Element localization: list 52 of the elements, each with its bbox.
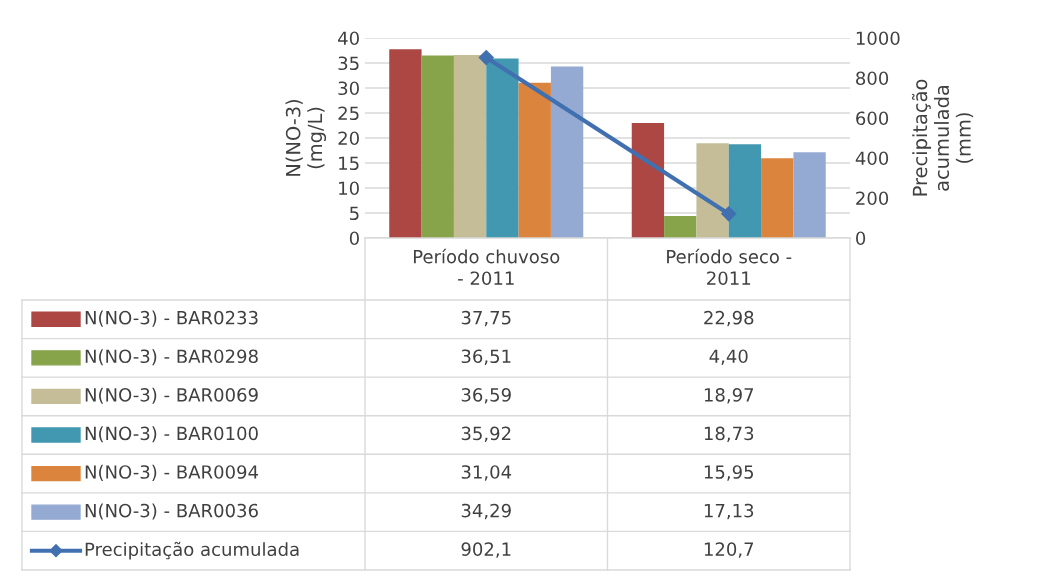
legend-label: N(NO-3) - BAR0094 [85,464,259,481]
y2-axis-title: Precipitação acumulada (mm) [911,79,974,196]
y-tick-label: 30 [338,81,359,96]
y2-tick-label: 200 [856,191,889,206]
y2-tick-label: 0 [856,231,866,246]
data-label: 18,73 [704,426,754,443]
data-label: 36,59 [461,388,511,404]
legend-label: N(NO-3) - BAR0100 [85,426,258,443]
y-tick-label: 20 [338,131,359,146]
data-label: 902,1 [461,542,511,558]
data-label: 4,40 [709,349,748,365]
y-tick-label: 15 [339,156,359,171]
bar [518,82,551,238]
data-label: 37,75 [461,310,511,327]
y2-tick-label: 600 [856,111,889,126]
bar [728,144,762,238]
legend-label: N(NO-3) - BAR0036 [85,503,258,520]
data-label: 18,97 [704,388,754,404]
bar [793,152,826,238]
x-tick-label: Período seco - 2011 [667,248,792,286]
y-tick-label: 5 [350,206,359,221]
y-axis-title: N(NO-3) (mg/L) [285,99,327,176]
data-label: 35,92 [461,426,511,443]
bar [389,49,422,238]
legend-label: N(NO-3) - BAR0069 [85,387,258,404]
data-label: 34,29 [461,503,511,520]
legend-label: N(NO-3) - BAR0233 [85,310,258,327]
bar [631,123,665,238]
bar [696,143,729,238]
legend-label: Precipitação acumulada [85,541,299,560]
data-label: 36,51 [461,349,511,365]
y2-tick-label: 400 [855,151,889,166]
x-tick-label: Período chuvoso - 2011 [413,248,560,286]
y-tick-label: 0 [349,231,359,246]
data-label: 15,95 [704,465,754,481]
bar [550,66,584,238]
bar [486,58,519,238]
bar [664,216,697,238]
y2-tick-label: 800 [856,71,889,86]
bar [761,158,794,238]
y2-tick-label: 1000 [856,31,900,46]
y-tick-label: 40 [338,31,359,46]
legend-label: N(NO-3) - BAR0298 [85,349,258,366]
y-tick-label: 35 [338,56,359,71]
bar [453,55,487,238]
data-label: 17,13 [704,503,754,520]
y-tick-label: 25 [338,106,359,121]
y-tick-label: 10 [339,181,359,196]
data-label: 22,98 [704,310,754,327]
bar [421,55,454,238]
data-label: 120,7 [704,542,754,558]
data-label: 31,04 [461,465,512,481]
